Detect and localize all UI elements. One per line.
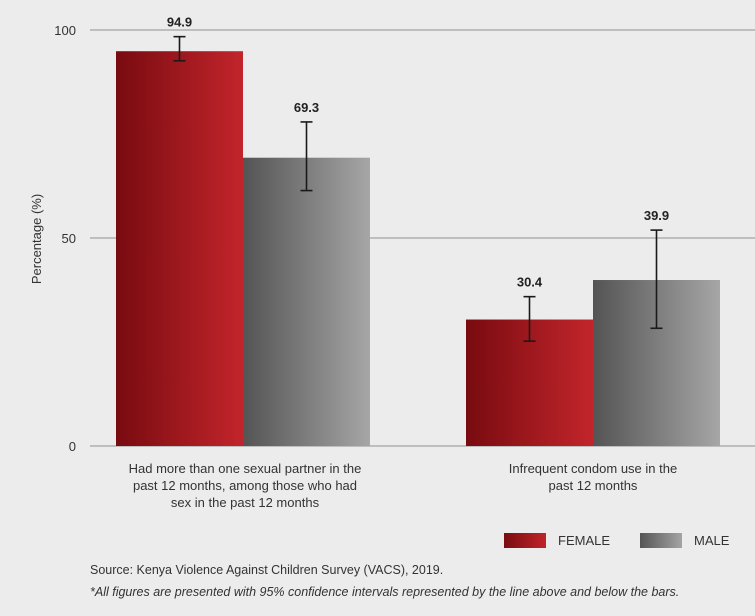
source-note: Source: Kenya Violence Against Children …: [90, 563, 444, 577]
category-label-1-line-2: past 12 months: [548, 478, 638, 493]
data-label-female-0: 94.9: [167, 15, 192, 30]
bar-male-0: [243, 157, 370, 446]
y-tick-label-50: 50: [62, 231, 76, 246]
error-bar-female-0: [173, 35, 186, 62]
category-label-0-line-1: Had more than one sexual partner in the: [128, 461, 362, 476]
legend-item-female: FEMALE: [504, 533, 610, 548]
data-label-male-0: 69.3: [294, 100, 319, 115]
legend-swatch-female: [504, 533, 546, 548]
error-bar-male-1: [650, 229, 663, 330]
data-label-male-1: 39.9: [644, 208, 669, 223]
legend: FEMALE MALE: [504, 533, 729, 548]
data-label-female-1: 30.4: [517, 275, 543, 290]
error-bar-female-1: [523, 295, 536, 342]
category-label-1: Infrequent condom use in the past 12 mon…: [443, 460, 743, 494]
category-label-0-line-2: past 12 months, among those who had: [132, 478, 358, 493]
bar-female-0: [116, 51, 243, 446]
y-tick-label-100: 100: [54, 23, 76, 38]
y-axis-title: Percentage (%): [29, 194, 44, 284]
category-label-1-line-1: Infrequent condom use in the: [508, 461, 678, 476]
legend-label-male: MALE: [694, 533, 730, 548]
category-label-0: Had more than one sexual partner in the …: [95, 460, 395, 511]
legend-swatch-male: [640, 533, 683, 548]
y-tick-label-0: 0: [69, 439, 76, 454]
category-label-0-line-3: sex in the past 12 months: [170, 495, 320, 510]
bar-chart: 0 50 100 94.9 30.4 69.3 39.9 Percentage (%): [29, 15, 755, 454]
confidence-interval-note: *All figures are presented with 95% conf…: [90, 585, 680, 599]
legend-label-female: FEMALE: [558, 533, 611, 548]
legend-item-male: MALE: [640, 533, 729, 548]
error-bar-male-0: [300, 121, 313, 192]
